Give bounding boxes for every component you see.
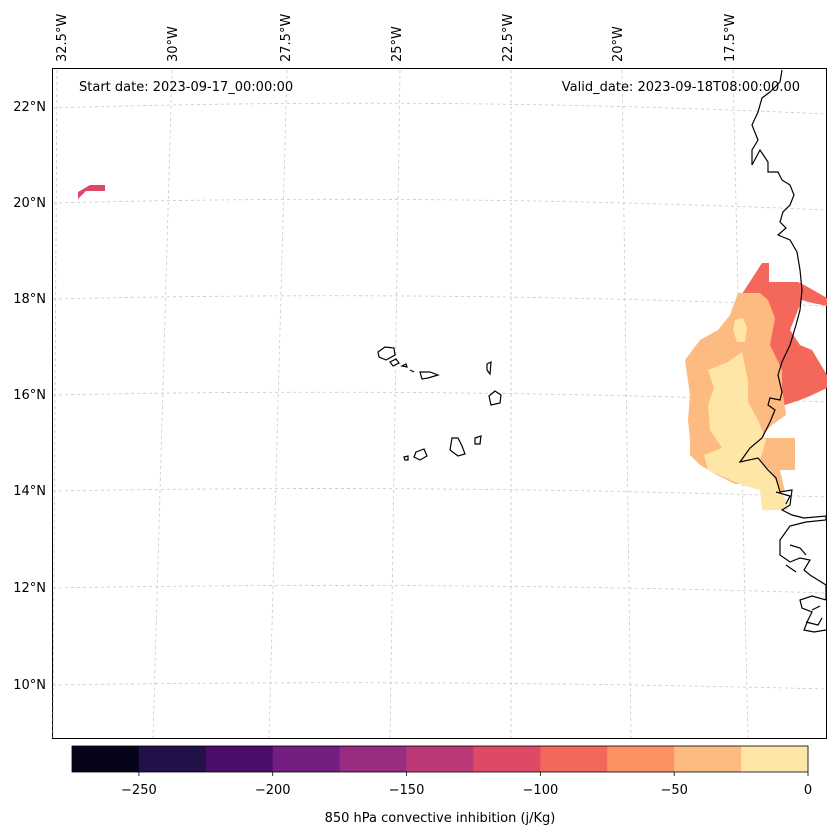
colorbar-tick-label: 0 [804,783,812,798]
lon-label: 27.5°W [279,14,294,62]
colorbar-ticks [138,772,809,776]
lat-label: 14°N [13,484,46,499]
colorbar-swatch [205,746,274,772]
colorbar-swatch [540,746,608,772]
lat-label: 22°N [13,100,46,115]
lat-label: 12°N [13,581,46,596]
boa-vista-island [488,390,502,406]
africa-coastline [738,69,827,633]
cin-region-core [704,352,788,510]
colorbar: −250 −200 −150 −100 −50 0 850 hPa convec… [71,745,812,826]
sao-vicente-island [389,358,400,367]
cin-region-isolated [78,185,105,199]
graticule [52,69,827,739]
colorbar-swatch [674,746,742,772]
colorbar-tick-label: −100 [523,783,559,798]
brava-island [403,455,409,461]
longitude-labels: 32.5°W 30°W 27.5°W 25°W 22.5°W 20°W 17.5… [55,14,738,62]
colorbar-swatch [741,746,809,772]
lon-label: 25°W [390,26,405,62]
latitude-labels: 22°N 20°N 18°N 16°N 14°N 12°N 10°N [13,100,46,693]
colorbar-tick-label: −50 [660,783,687,798]
valid-date-label: Valid_date: 2023-09-18T08:00:00.00 [562,80,800,95]
guinea-bissau-islands [785,544,823,626]
colorbar-swatch [607,746,675,772]
lat-label: 18°N [13,292,46,307]
lon-label: 20°W [611,26,626,62]
colorbar-swatch [339,746,408,772]
colorbar-label: 850 hPa convective inhibition (j/Kg) [325,811,556,826]
maio-island [474,435,482,445]
lon-label: 32.5°W [55,14,70,62]
lon-label: 22.5°W [501,14,516,62]
colorbar-tick-label: −150 [389,783,425,798]
lat-label: 16°N [13,388,46,403]
santo-antao-island [377,346,396,361]
colorbar-swatch [272,746,341,772]
start-date-label: Start date: 2023-09-17_00:00:00 [79,80,293,95]
lat-label: 20°N [13,196,46,211]
colorbar-swatch [72,746,140,772]
colorbar-swatch [406,746,474,772]
sal-island [486,360,492,376]
cin-region-core-north [733,318,747,342]
colorbar-swatches [72,746,809,772]
lon-label: 17.5°W [723,14,738,62]
cin-field [78,185,827,510]
colorbar-tick-label: −250 [121,783,157,798]
santa-luzia-island [400,363,408,368]
gambia-inlet [775,491,791,505]
lat-label: 10°N [13,678,46,693]
coastlines [377,69,827,633]
colorbar-tick-label: −200 [255,783,291,798]
colorbar-swatch [473,746,541,772]
lon-label: 30°W [166,26,181,62]
colorbar-outline [71,745,809,773]
fogo-island [413,448,428,461]
colorbar-swatch [138,746,207,772]
santiago-island [449,437,466,457]
sao-nicolau-island [409,369,440,380]
